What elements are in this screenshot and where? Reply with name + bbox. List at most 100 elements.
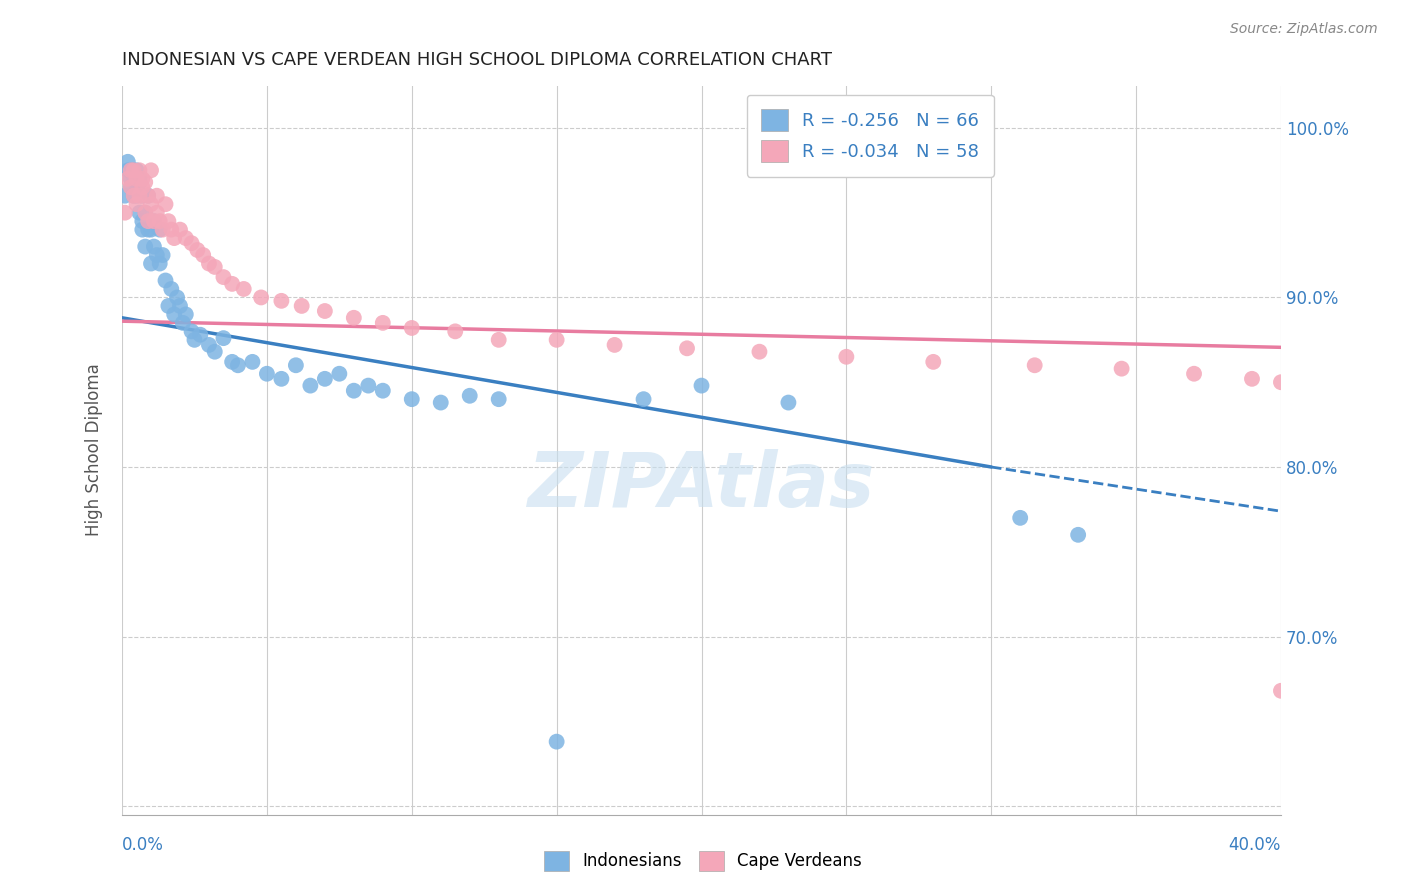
Point: [139, 197, 162, 211]
Point: [131, 214, 153, 228]
Point: [120, 180, 142, 194]
Point: [114, 188, 136, 202]
Point: [633, 392, 655, 407]
Point: [357, 378, 380, 392]
Point: [146, 188, 169, 202]
Text: INDONESIAN VS CAPE VERDEAN HIGH SCHOOL DIPLOMA CORRELATION CHART: INDONESIAN VS CAPE VERDEAN HIGH SCHOOL D…: [122, 51, 832, 69]
Point: [748, 344, 770, 359]
Point: [221, 277, 243, 291]
Point: [444, 324, 467, 338]
Point: [284, 358, 307, 372]
Text: ZIPAtlas: ZIPAtlas: [527, 450, 875, 524]
Point: [690, 378, 713, 392]
Point: [134, 205, 156, 219]
Point: [1182, 367, 1205, 381]
Point: [270, 293, 292, 308]
Point: [122, 188, 145, 202]
Point: [122, 163, 145, 178]
Point: [128, 188, 150, 202]
Point: [1024, 358, 1046, 372]
Point: [314, 372, 336, 386]
Point: [117, 171, 139, 186]
Point: [401, 321, 423, 335]
Point: [174, 307, 197, 321]
Point: [117, 163, 139, 178]
Point: [139, 222, 162, 236]
Point: [546, 333, 568, 347]
Point: [429, 395, 451, 409]
Point: [139, 163, 162, 178]
Point: [120, 180, 142, 194]
Point: [125, 180, 148, 194]
Point: [157, 299, 180, 313]
Point: [149, 256, 172, 270]
Point: [1067, 528, 1090, 542]
Point: [131, 171, 153, 186]
Y-axis label: High School Diploma: High School Diploma: [86, 364, 103, 536]
Point: [131, 188, 153, 202]
Point: [139, 256, 162, 270]
Point: [142, 214, 165, 228]
Text: 40.0%: 40.0%: [1229, 836, 1281, 855]
Point: [328, 367, 350, 381]
Point: [142, 239, 165, 253]
Point: [603, 338, 626, 352]
Point: [136, 214, 159, 228]
Point: [1111, 361, 1133, 376]
Point: [221, 355, 243, 369]
Point: [180, 324, 202, 338]
Point: [114, 205, 136, 219]
Point: [172, 316, 194, 330]
Point: [122, 188, 145, 202]
Point: [488, 333, 510, 347]
Point: [136, 188, 159, 202]
Point: [778, 395, 800, 409]
Point: [120, 163, 142, 178]
Point: [146, 205, 169, 219]
Point: [198, 256, 221, 270]
Point: [163, 307, 186, 321]
Point: [270, 372, 292, 386]
Point: [117, 154, 139, 169]
Point: [155, 197, 177, 211]
Point: [169, 222, 191, 236]
Point: [343, 384, 366, 398]
Legend: Indonesians, Cape Verdeans: Indonesians, Cape Verdeans: [536, 842, 870, 880]
Point: [371, 316, 394, 330]
Point: [188, 327, 211, 342]
Point: [134, 239, 156, 253]
Text: 0.0%: 0.0%: [122, 836, 165, 855]
Point: [1270, 683, 1292, 698]
Point: [160, 222, 183, 236]
Point: [163, 231, 186, 245]
Point: [128, 171, 150, 186]
Point: [157, 214, 180, 228]
Point: [193, 248, 215, 262]
Point: [401, 392, 423, 407]
Legend: R = -0.256   N = 66, R = -0.034   N = 58: R = -0.256 N = 66, R = -0.034 N = 58: [747, 95, 994, 177]
Point: [212, 270, 235, 285]
Point: [835, 350, 858, 364]
Point: [120, 163, 142, 178]
Point: [676, 341, 699, 355]
Point: [122, 163, 145, 178]
Point: [142, 214, 165, 228]
Point: [125, 171, 148, 186]
Point: [134, 205, 156, 219]
Point: [371, 384, 394, 398]
Point: [922, 355, 945, 369]
Point: [146, 248, 169, 262]
Point: [250, 290, 273, 304]
Point: [122, 171, 145, 186]
Point: [166, 290, 188, 304]
Point: [180, 236, 202, 251]
Point: [128, 163, 150, 178]
Point: [546, 734, 568, 748]
Point: [128, 175, 150, 189]
Point: [186, 243, 208, 257]
Point: [152, 248, 174, 262]
Point: [155, 273, 177, 287]
Point: [314, 304, 336, 318]
Point: [128, 205, 150, 219]
Point: [120, 171, 142, 186]
